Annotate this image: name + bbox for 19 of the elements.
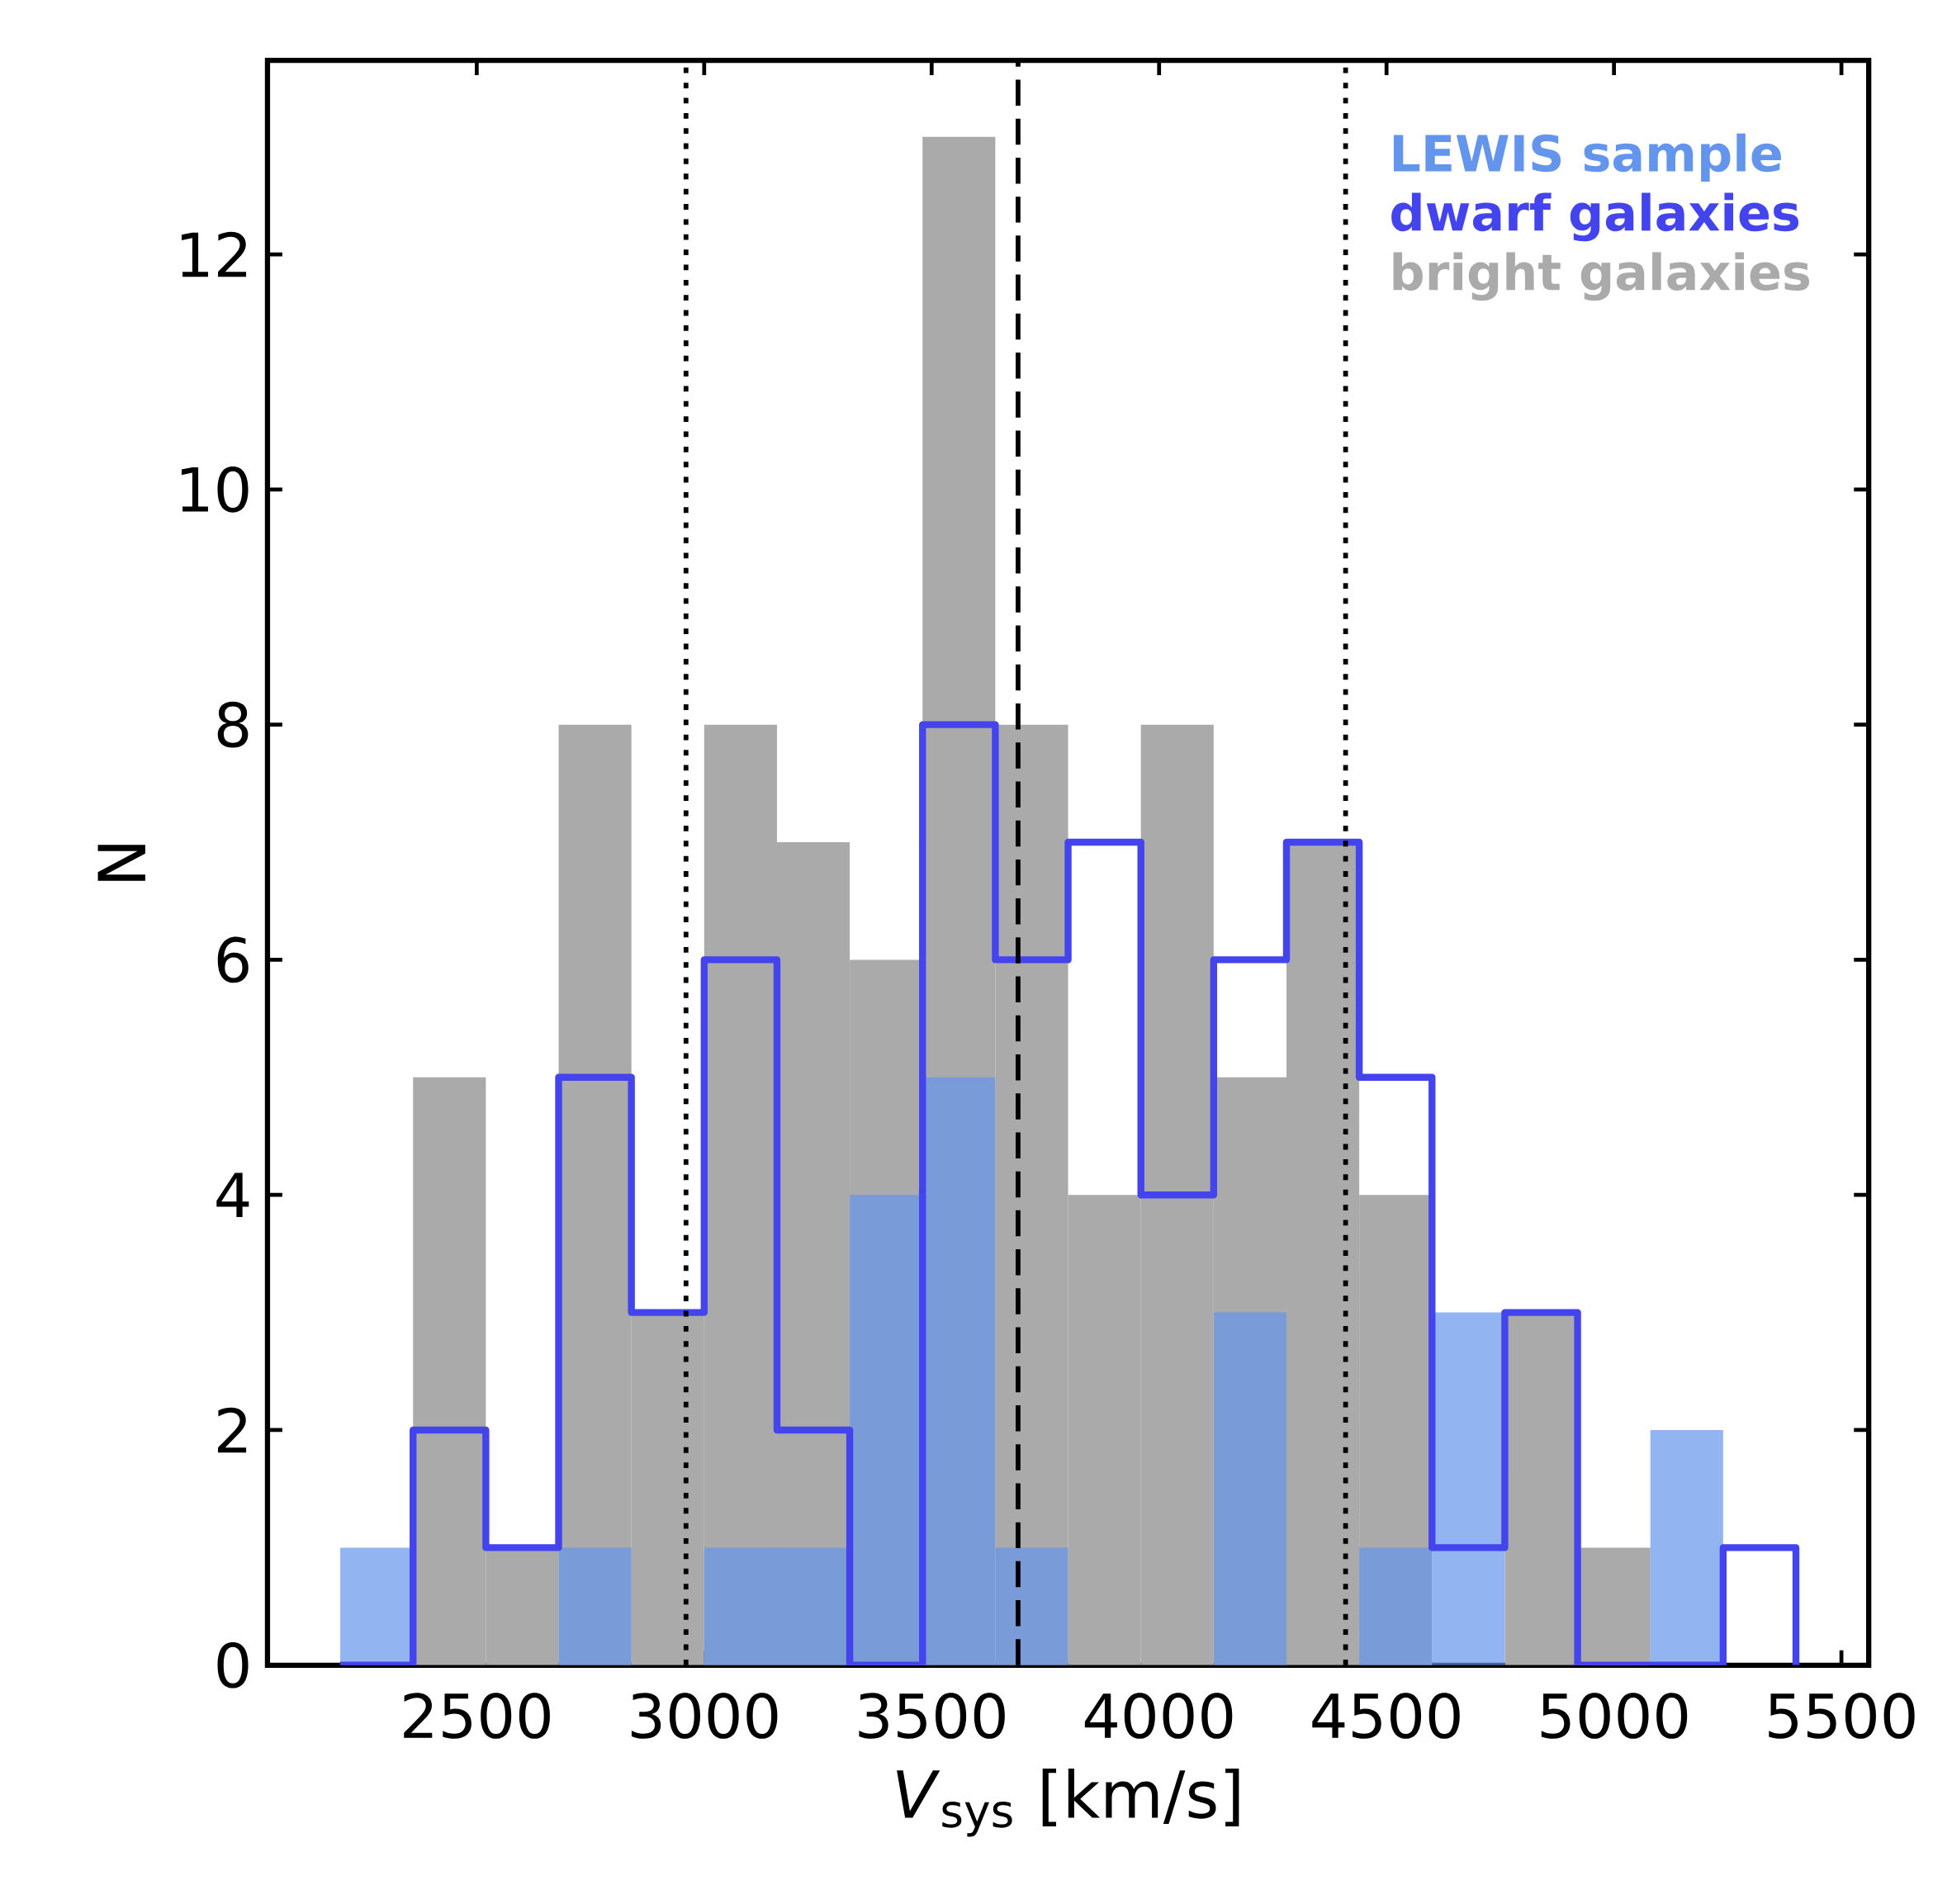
x-tick-label: 4000 [1084,1693,1233,1739]
x-tick-label: 3500 [859,1693,1005,1739]
text: bright galaxies [1393,252,1810,301]
text: dwarf galaxies [1391,192,1799,242]
x-tick-label: 5000 [1541,1693,1688,1739]
y-tick-label: 0 [217,1641,249,1688]
y-axis-title: N [97,845,145,881]
y-tick-label: 4 [216,1172,249,1217]
x-tick-label: 4500 [1312,1693,1460,1739]
y-tick-label: 8 [217,701,249,748]
text: LEWIS sample [1393,133,1781,182]
y-tick-label: 10 [182,466,249,513]
x-tick-label: 2500 [404,1693,550,1739]
y-tick-label: 6 [217,936,249,983]
y-tick-label: 12 [182,231,247,277]
x-tick-label: 3000 [631,1693,778,1739]
y-tick-label: 2 [218,1407,247,1453]
x-tick-label: 5500 [1769,1693,1915,1739]
x-axis-title: V$_{sys}$ [km/s] [897,1768,1239,1837]
